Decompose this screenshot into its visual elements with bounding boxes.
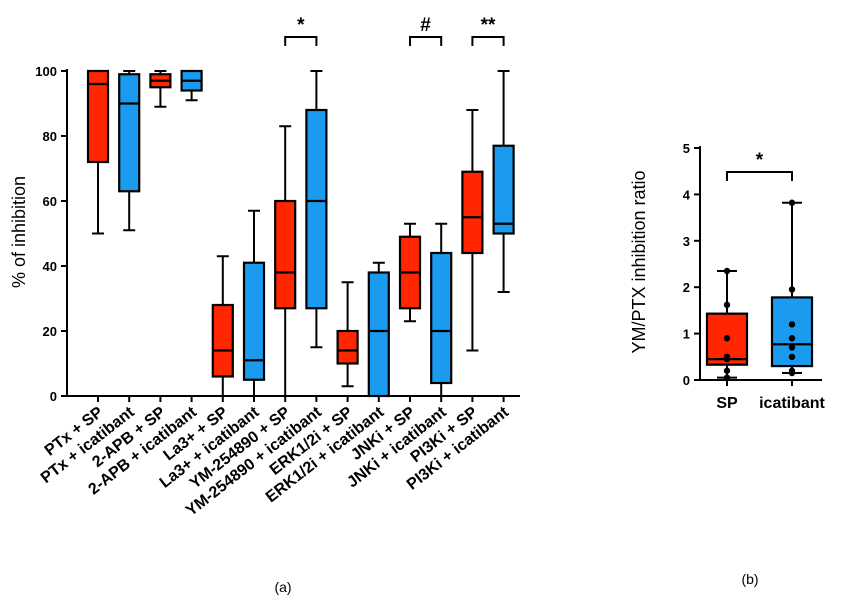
panel-b-y-ticks: 0 1 2 3 4 5 (683, 141, 700, 388)
data-point (788, 367, 796, 374)
box-iqr (336, 329, 359, 365)
bracket-line (409, 36, 443, 46)
panel-b-significance: * (726, 150, 793, 181)
y-tick-label: 5 (683, 141, 690, 156)
panel-a-boxes (86, 69, 515, 398)
panel-b-categories: SP icatibant (716, 395, 825, 412)
box-12 (430, 222, 453, 397)
box-14 (492, 70, 515, 293)
panel-a-significance: * # ** (284, 15, 505, 46)
box-iqr (492, 144, 515, 235)
box-iqr (242, 261, 266, 381)
panel-b-caption: (b) (741, 571, 758, 587)
y-tick-label: 0 (50, 389, 57, 404)
y-tick-label: 80 (43, 129, 57, 144)
panel-a-y-label: % of inhibition (9, 176, 29, 288)
box-4 (180, 69, 203, 102)
y-tick-label: 60 (43, 194, 57, 209)
data-point (788, 286, 796, 293)
y-tick-label: 3 (683, 234, 690, 249)
data-point (788, 353, 796, 360)
significance-bracket: ** (471, 15, 505, 46)
box-iqr (367, 271, 390, 398)
data-point (723, 353, 731, 360)
data-point (788, 335, 796, 342)
box-1 (705, 267, 749, 381)
box-1 (86, 69, 110, 235)
panel-b-axes (699, 146, 822, 386)
significance-label: * (756, 150, 764, 171)
box-iqr (274, 199, 297, 310)
panel-b-boxes (705, 199, 814, 381)
data-point (788, 199, 796, 206)
panel-b-y-label: YM/PTX inhibition ratio (629, 170, 649, 353)
box-7 (274, 125, 297, 397)
y-tick-label: 4 (683, 187, 691, 202)
panel-a-caption: (a) (274, 579, 291, 595)
y-tick-label: 20 (43, 324, 57, 339)
panel-a-y-ticks: 0 20 40 60 80 100 (35, 64, 67, 404)
y-tick-label: 2 (683, 280, 690, 295)
y-tick-label: 1 (683, 327, 690, 342)
y-tick-label: 40 (43, 259, 57, 274)
category-label: icatibant (759, 395, 825, 412)
bracket-line (471, 36, 505, 46)
panel-b: YM/PTX inhibition ratio 0 1 2 3 4 5 * SP icati… (629, 141, 826, 587)
box-iqr (461, 170, 484, 255)
box-iqr (211, 303, 234, 378)
significance-bracket: * (284, 15, 318, 46)
box-13 (461, 109, 484, 352)
bracket-line (284, 36, 318, 46)
box-11 (398, 222, 422, 323)
box-iqr (305, 108, 328, 310)
panel-a-axes (66, 69, 520, 402)
data-point (723, 301, 731, 309)
box-iqr (86, 69, 110, 164)
significance-bracket: # (409, 15, 443, 46)
box-5 (211, 255, 234, 397)
box-6 (242, 209, 266, 397)
significance-label: # (420, 15, 431, 36)
y-tick-label: 100 (35, 64, 57, 79)
data-point (723, 335, 731, 342)
data-point (723, 367, 731, 374)
box-iqr (118, 73, 141, 193)
box-2 (770, 199, 814, 377)
box-8 (305, 70, 328, 349)
category-label: SP (716, 395, 738, 412)
box-10 (367, 261, 390, 398)
panel-a: % of inhibition 0 20 40 60 80 100 * # ** PTx + … (9, 15, 520, 595)
box-iqr (430, 251, 453, 385)
bracket-line (726, 171, 793, 181)
y-tick-label: 0 (683, 373, 690, 388)
box-3 (149, 70, 172, 108)
significance-label: ** (481, 15, 496, 36)
data-point (723, 267, 731, 275)
data-point (788, 321, 796, 328)
significance-label: * (297, 15, 305, 36)
significance-bracket: * (726, 150, 793, 181)
box-2 (118, 70, 141, 232)
box-9 (336, 281, 359, 388)
data-point (788, 344, 796, 351)
